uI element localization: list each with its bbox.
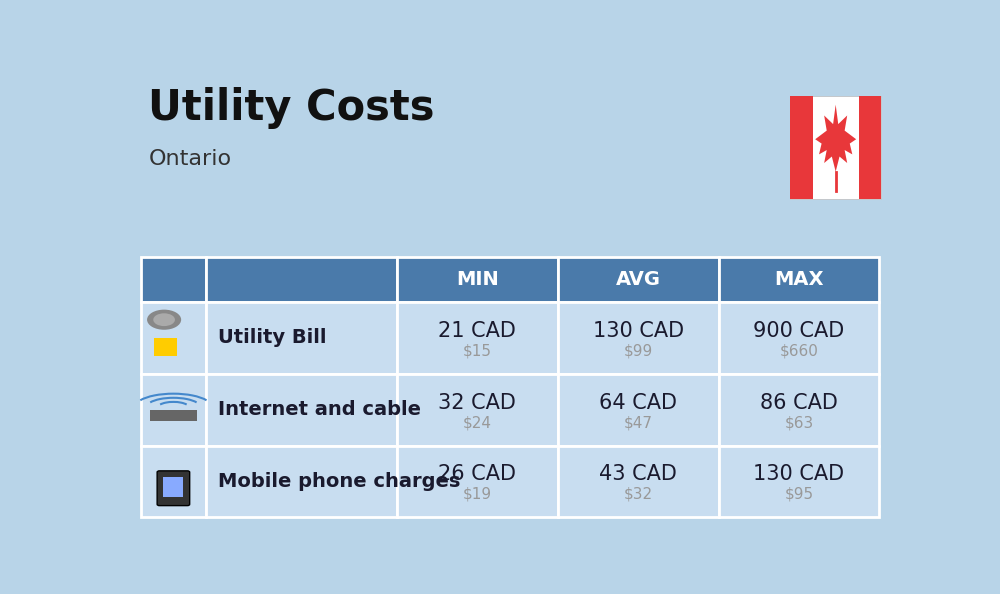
Text: MAX: MAX [774, 270, 824, 289]
Polygon shape [815, 105, 856, 172]
Bar [719, 446, 879, 517]
Text: $95: $95 [784, 487, 814, 502]
Text: 900 CAD: 900 CAD [753, 321, 845, 341]
Bar [150, 410, 197, 421]
Text: $19: $19 [463, 487, 492, 502]
Text: $99: $99 [624, 343, 653, 358]
Text: $32: $32 [624, 487, 653, 502]
Bar [719, 374, 879, 446]
Bar [397, 302, 558, 374]
Circle shape [147, 309, 181, 330]
Bar [154, 338, 177, 356]
Text: Utility Bill: Utility Bill [218, 328, 326, 347]
Bar [719, 257, 879, 302]
Text: 32 CAD: 32 CAD [438, 393, 516, 412]
Bar [558, 257, 719, 302]
Bar [206, 374, 397, 446]
FancyBboxPatch shape [157, 471, 190, 505]
Text: Internet and cable: Internet and cable [218, 400, 421, 419]
Bar [558, 302, 719, 374]
Bar [206, 257, 397, 302]
Text: Ontario: Ontario [148, 149, 231, 169]
Text: 43 CAD: 43 CAD [599, 464, 677, 484]
Text: $660: $660 [780, 343, 818, 358]
Bar [719, 302, 879, 374]
Circle shape [153, 313, 175, 326]
Bar [140, 302, 206, 374]
Bar [558, 446, 719, 517]
Text: Utility Costs: Utility Costs [148, 87, 435, 129]
Text: $15: $15 [463, 343, 492, 358]
Text: Mobile phone charges: Mobile phone charges [218, 472, 460, 491]
Bar [397, 257, 558, 302]
Text: 26 CAD: 26 CAD [438, 464, 516, 484]
Bar [790, 96, 813, 200]
Text: 86 CAD: 86 CAD [760, 393, 838, 412]
Bar [206, 446, 397, 517]
Text: $47: $47 [624, 415, 653, 430]
Text: $24: $24 [463, 415, 492, 430]
Text: 21 CAD: 21 CAD [438, 321, 516, 341]
Text: AVG: AVG [616, 270, 661, 289]
Bar [790, 96, 881, 200]
Bar [140, 446, 206, 517]
Text: 130 CAD: 130 CAD [593, 321, 684, 341]
Bar [859, 96, 881, 200]
Text: $63: $63 [784, 415, 814, 430]
Text: 130 CAD: 130 CAD [753, 464, 845, 484]
Bar [558, 374, 719, 446]
Text: MIN: MIN [456, 270, 499, 289]
Bar [397, 446, 558, 517]
Bar [163, 477, 183, 497]
Text: 64 CAD: 64 CAD [599, 393, 677, 412]
Bar [140, 374, 206, 446]
Bar [397, 374, 558, 446]
Bar [206, 302, 397, 374]
Bar [140, 257, 206, 302]
